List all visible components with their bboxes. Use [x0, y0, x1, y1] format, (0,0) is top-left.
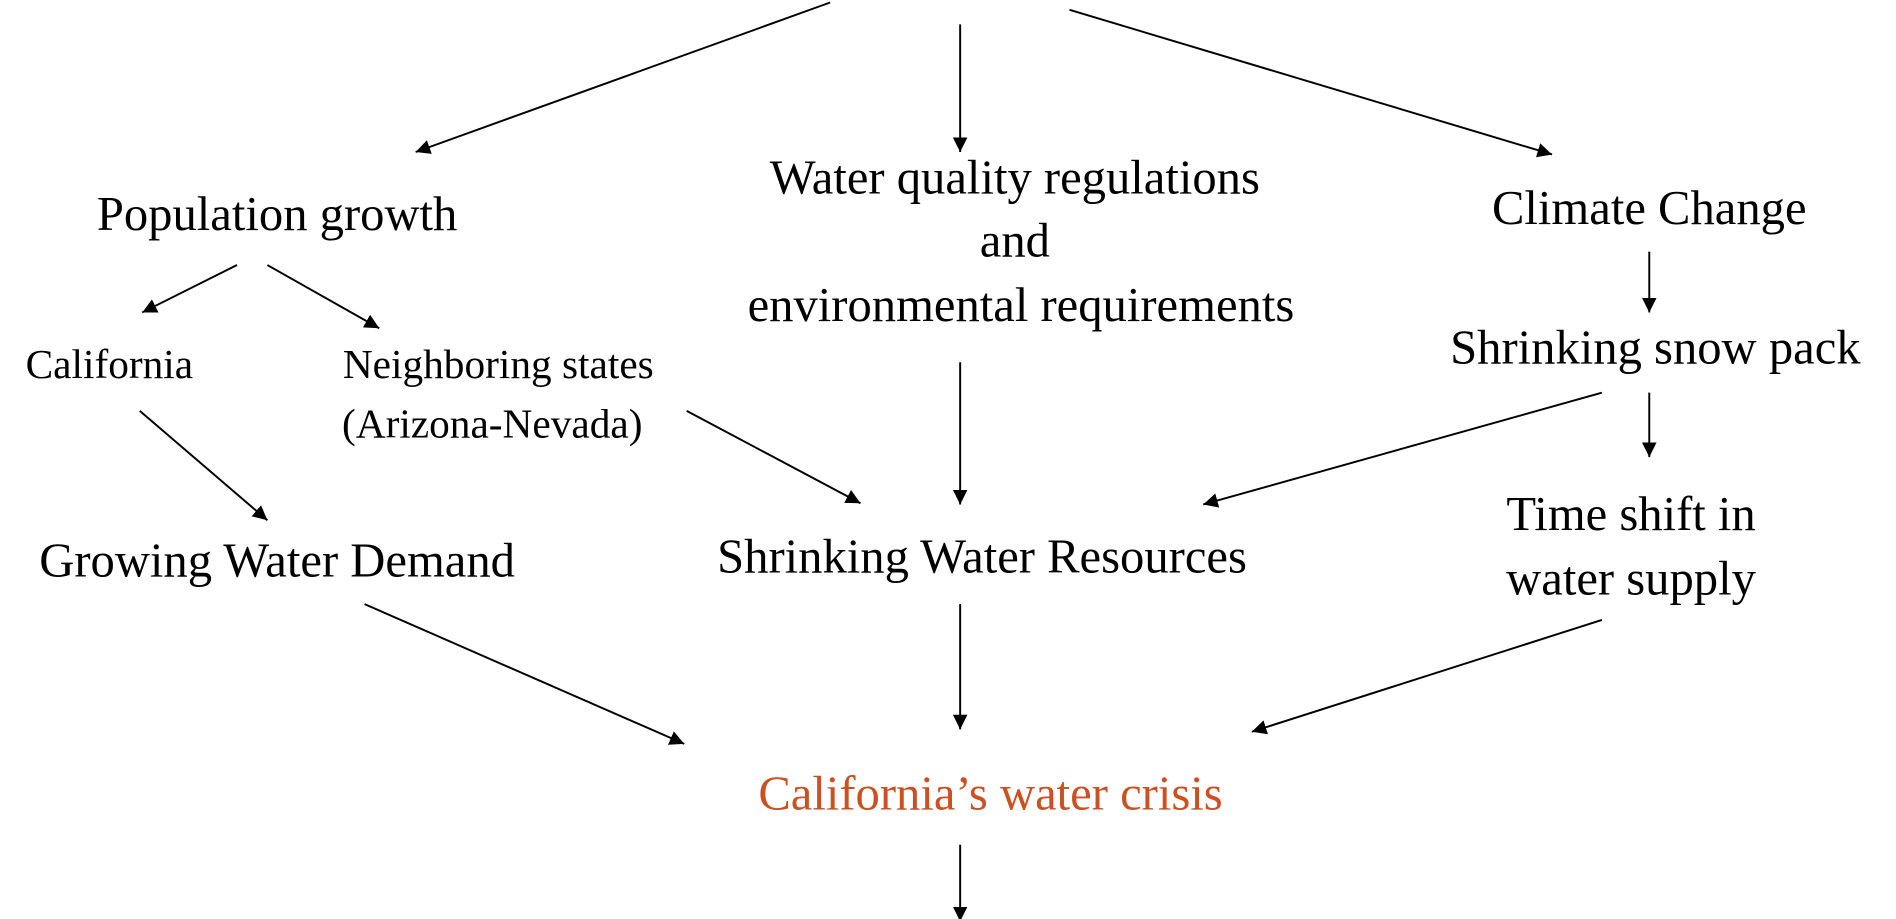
arrow — [266, 264, 380, 330]
node-label: Neighboring states — [343, 341, 654, 387]
node-label: Climate Change — [1492, 181, 1807, 235]
node-label: and — [980, 214, 1050, 268]
arrow — [1202, 391, 1603, 508]
node-label: (Arizona-Nevada) — [342, 400, 642, 447]
node-label: water supply — [1506, 552, 1756, 606]
arrow — [415, 1, 831, 154]
arrow — [1251, 619, 1603, 735]
node-label: Time shift in — [1506, 487, 1755, 541]
node-label: Population growth — [97, 187, 458, 241]
arrows — [139, 1, 1657, 919]
node-label: California’s water crisis — [758, 767, 1222, 821]
node-label: Water quality regulations — [770, 151, 1260, 205]
node-label: environmental requirements — [748, 278, 1295, 332]
arrow — [139, 410, 269, 522]
arrow — [1069, 8, 1553, 158]
arrow — [686, 410, 861, 505]
node-label: Shrinking Water Resources — [717, 530, 1247, 584]
arrow — [141, 264, 238, 314]
arrow — [364, 603, 685, 745]
node-label: California — [26, 341, 194, 387]
node-label: Growing Water Demand — [39, 533, 515, 587]
node-label: Shrinking snow pack — [1450, 321, 1861, 375]
